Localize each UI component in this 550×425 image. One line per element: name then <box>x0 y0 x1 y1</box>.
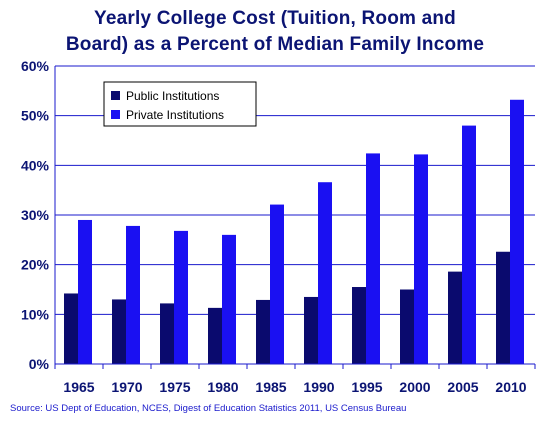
bar-public <box>208 307 222 364</box>
bar-private <box>414 154 428 364</box>
x-tick-label: 2010 <box>495 379 526 395</box>
bar-public <box>112 299 126 364</box>
bar-private <box>270 204 284 364</box>
bar-public <box>400 289 414 364</box>
chart-title-line-2: Board) as a Percent of Median Family Inc… <box>65 34 485 55</box>
legend-label: Private Institutions <box>126 108 224 122</box>
y-tick-label: 20% <box>21 257 50 273</box>
axes <box>54 66 536 369</box>
x-tick-label: 1985 <box>255 379 286 395</box>
bar-private <box>366 153 380 364</box>
bar-private <box>318 182 332 364</box>
bar-public <box>256 299 270 364</box>
bar-public <box>160 303 174 364</box>
y-tick-label: 50% <box>21 108 50 124</box>
x-tick-label: 1995 <box>351 379 382 395</box>
bar-public <box>304 296 318 364</box>
legend-swatch <box>111 110 120 119</box>
y-tick-label: 30% <box>21 207 50 223</box>
y-tick-label: 0% <box>29 356 50 372</box>
x-tick-label: 1990 <box>303 379 334 395</box>
x-tick-label: 1975 <box>159 379 190 395</box>
x-tick-label: 2000 <box>399 379 430 395</box>
x-tick-label: 1965 <box>63 379 94 395</box>
bar-public <box>448 271 462 364</box>
bar-public <box>352 287 366 364</box>
y-tick-labels: 0% 10% 20% 30% 40% 50% 60% <box>21 58 50 372</box>
legend-label: Public Institutions <box>126 89 219 103</box>
bar-private <box>510 99 524 365</box>
x-tick-labels: 1965 1970 1975 1980 1985 1990 1995 2000 2005 2010 <box>63 379 526 395</box>
y-tick-label: 40% <box>21 157 50 173</box>
bar-private <box>78 219 92 364</box>
x-tick-label: 1980 <box>207 379 238 395</box>
y-tick-label: 10% <box>21 306 50 322</box>
y-tick-label: 60% <box>21 58 50 74</box>
bar-private <box>174 230 188 364</box>
bar-public <box>496 251 510 364</box>
bar-private <box>462 125 476 364</box>
x-tick-label: 2005 <box>447 379 478 395</box>
bar-private <box>222 234 236 364</box>
legend-box <box>103 81 257 127</box>
chart-title: Yearly College Cost (Tuition, Room and B… <box>0 6 550 58</box>
legend: Public Institutions Private Institutions <box>103 81 257 127</box>
source-note: Source: US Dept of Education, NCES, Dige… <box>10 403 407 414</box>
chart-title-line-1: Yearly College Cost (Tuition, Room and <box>94 8 456 29</box>
bars <box>64 99 524 365</box>
bar-private <box>126 225 140 364</box>
bar-public <box>64 293 78 364</box>
x-tick-label: 1970 <box>111 379 142 395</box>
legend-swatch <box>111 91 120 100</box>
